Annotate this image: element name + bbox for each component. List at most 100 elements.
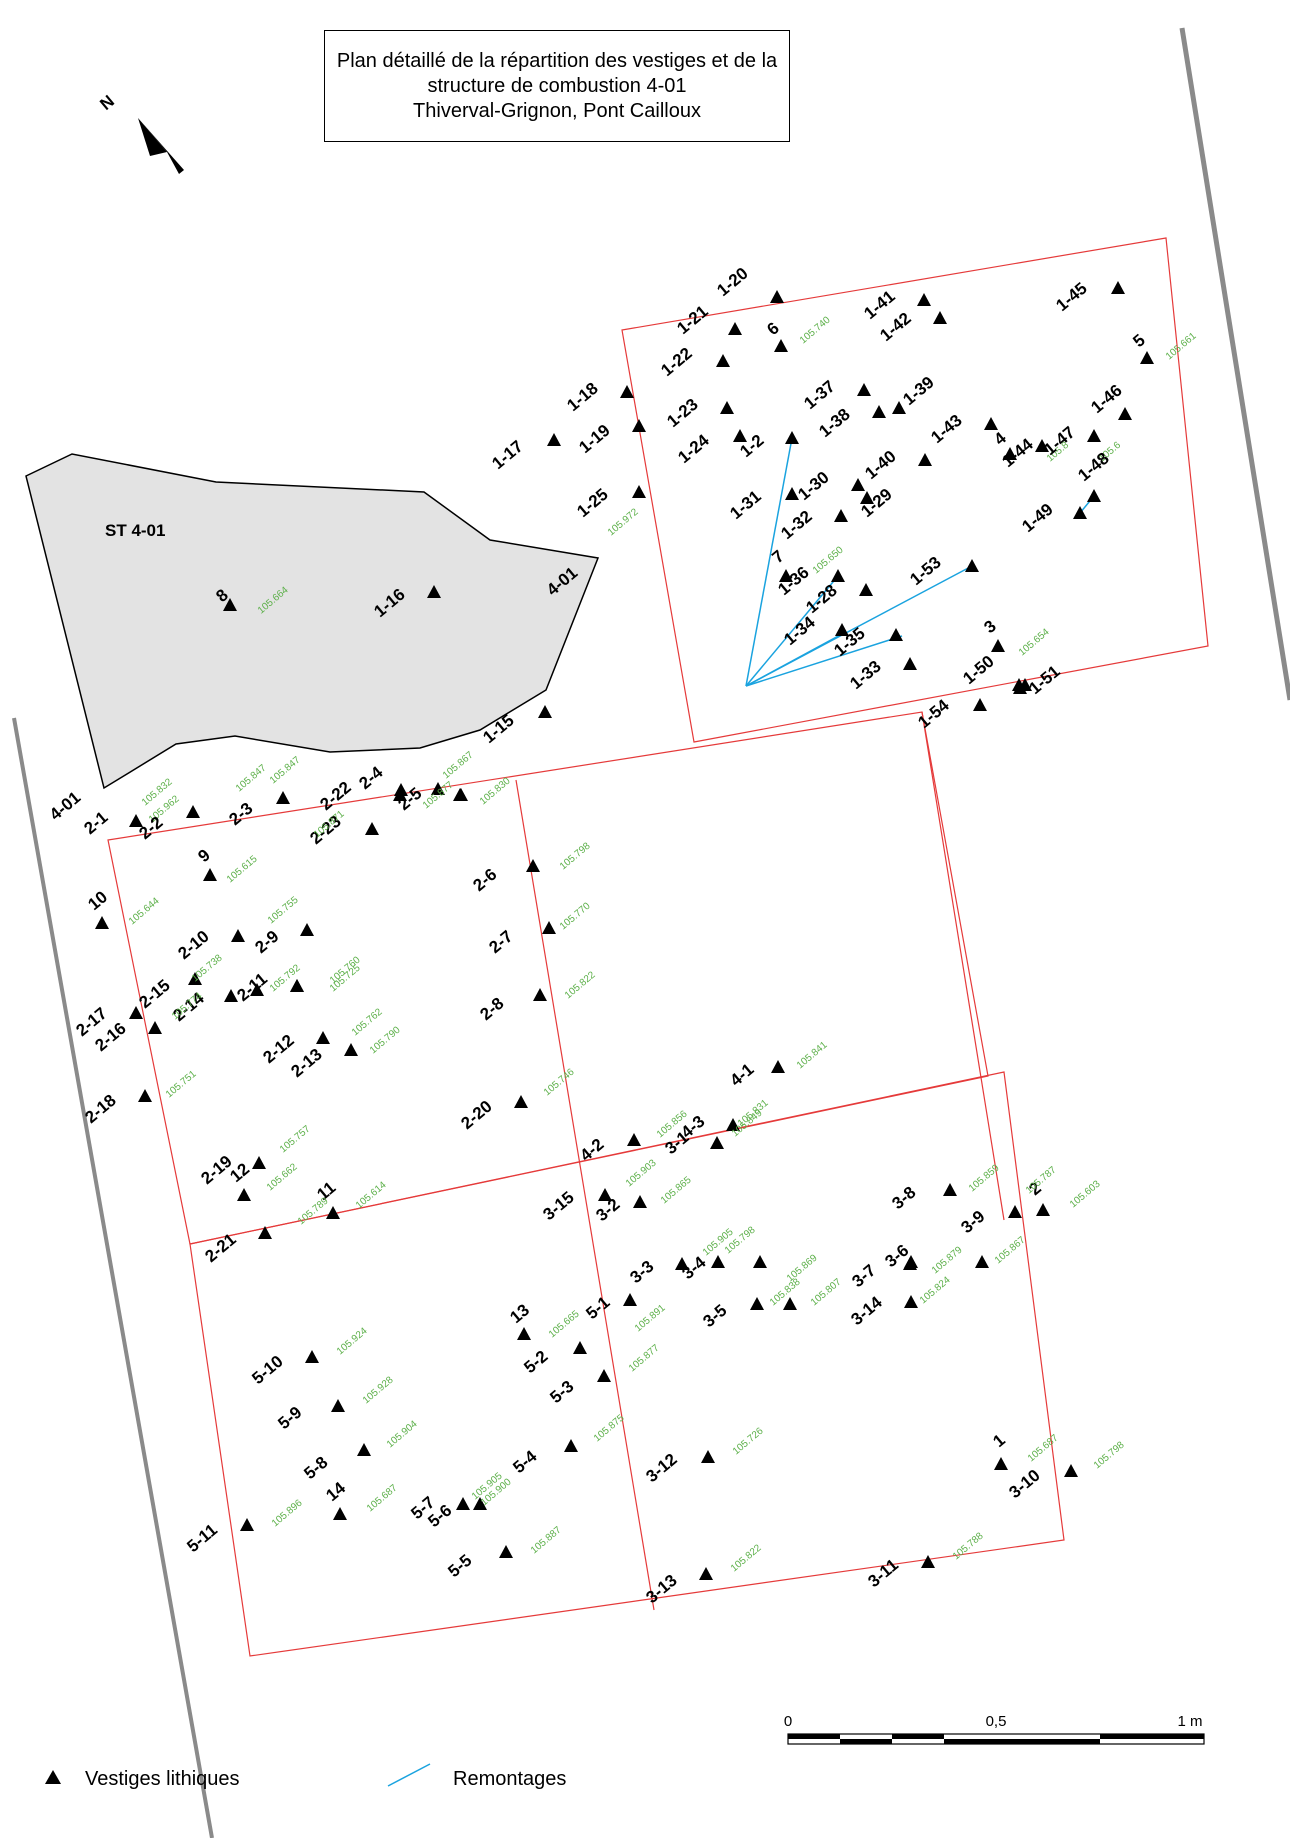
find-label: 1-30 bbox=[794, 468, 832, 504]
find-altitude: 105.650 bbox=[811, 544, 846, 576]
find-label: 1-25 bbox=[573, 485, 611, 521]
find-marker bbox=[526, 859, 540, 872]
find-1-19: 1-19 bbox=[575, 419, 646, 457]
find-marker bbox=[564, 1439, 578, 1452]
find-label: 1-50 bbox=[959, 652, 997, 688]
find-marker bbox=[365, 822, 379, 835]
find-1-47: 1-47 105.6 bbox=[1040, 423, 1123, 465]
find-marker bbox=[851, 478, 865, 491]
find-marker bbox=[300, 923, 314, 936]
find-label: 1-39 bbox=[899, 373, 937, 409]
find-altitude: 105.740 bbox=[798, 314, 833, 346]
find-1-42: 1-42 bbox=[876, 309, 947, 345]
find-marker bbox=[1008, 1205, 1022, 1218]
find-marker bbox=[240, 1518, 254, 1531]
find-label: 1-18 bbox=[563, 379, 601, 415]
find-marker bbox=[148, 1021, 162, 1034]
find-marker bbox=[973, 698, 987, 711]
find-marker bbox=[774, 339, 788, 352]
find-marker bbox=[1018, 678, 1032, 691]
find-label: 5-4 bbox=[509, 1446, 540, 1477]
find-1-24: 1-24 bbox=[674, 429, 747, 467]
find-altitude: 105.928 bbox=[361, 1374, 396, 1406]
find-marker bbox=[632, 485, 646, 498]
find-label: 3-15 bbox=[539, 1188, 577, 1224]
find-marker bbox=[258, 1226, 272, 1239]
find-label: 3-12 bbox=[642, 1450, 680, 1486]
find-marker bbox=[872, 405, 886, 418]
find-marker bbox=[1035, 439, 1049, 452]
find-altitude: 105.867 bbox=[441, 749, 476, 781]
find-label: 4-2 bbox=[576, 1135, 607, 1165]
find-marker bbox=[726, 1118, 740, 1131]
find-label: 2-11 bbox=[233, 969, 271, 1005]
find-marker bbox=[710, 1136, 724, 1149]
find-altitude: 105.807 bbox=[809, 1276, 844, 1308]
find-1-33: 1-33 bbox=[846, 657, 917, 693]
find-marker bbox=[785, 431, 799, 444]
find-1-28: 1-28 bbox=[802, 581, 873, 617]
find-label: 3-10 bbox=[1005, 1466, 1043, 1502]
find-altitude: 105.615 bbox=[225, 853, 260, 885]
find-altitude: 105.665 bbox=[547, 1308, 582, 1340]
find-5-9: 5-9 105.928 bbox=[274, 1374, 396, 1433]
find-1-20: 1-20 bbox=[713, 264, 784, 303]
find-5-10: 5-10 105.924 bbox=[248, 1325, 370, 1388]
find-marker bbox=[892, 401, 906, 414]
find-2-13: 2-13 105.790 bbox=[287, 1024, 403, 1081]
find-label: 4-1 bbox=[726, 1060, 757, 1090]
find-altitude: 105.830 bbox=[478, 775, 513, 807]
find-label: 5-8 bbox=[300, 1453, 331, 1483]
find-2-11c: 105.725 bbox=[290, 962, 363, 994]
find-marker bbox=[627, 1133, 641, 1146]
find-label: 1-37 bbox=[800, 377, 838, 413]
find-marker bbox=[517, 1327, 531, 1340]
find-altitude: 105.822 bbox=[729, 1542, 764, 1574]
find-marker bbox=[750, 1297, 764, 1310]
find-label: 1-35 bbox=[830, 624, 868, 660]
find-marker bbox=[1064, 1464, 1078, 1477]
find-9: 9 105.615 bbox=[194, 845, 260, 885]
find-marker bbox=[473, 1497, 487, 1510]
find-1-45: 1-45 bbox=[1052, 279, 1125, 315]
refit-lines bbox=[745, 437, 1095, 687]
find-1-38: 1-38 bbox=[815, 405, 886, 441]
find-marker bbox=[326, 1206, 340, 1219]
find-altitude: 105.869 bbox=[785, 1252, 820, 1284]
find-5-8: 5-8 105.904 bbox=[300, 1418, 420, 1483]
find-label: 1-32 bbox=[777, 507, 815, 543]
find-altitude: 105.738 bbox=[190, 952, 225, 984]
legend-lithic-icon bbox=[45, 1770, 61, 1784]
find-altitude: 105.875 bbox=[592, 1412, 627, 1444]
find-1-46: 1-46 bbox=[1087, 381, 1132, 420]
find-altitude: 105.687 bbox=[1026, 1432, 1061, 1464]
find-marker bbox=[859, 583, 873, 596]
find-altitude: 105.903 bbox=[624, 1157, 659, 1189]
find-5-1: 5-1 105.891 bbox=[582, 1293, 668, 1335]
find-marker bbox=[456, 1497, 470, 1510]
find-5-3: 5-3 105.877 bbox=[546, 1342, 662, 1407]
find-marker bbox=[834, 509, 848, 522]
find-label: 5-9 bbox=[274, 1403, 305, 1433]
boundary-line-right bbox=[1179, 27, 1290, 701]
find-altitude: 105.847 bbox=[234, 762, 269, 794]
find-1-17: 1-17 bbox=[488, 433, 561, 473]
find-4-1: 4-1 105.841 bbox=[726, 1039, 830, 1090]
find-altitude: 105.924 bbox=[335, 1325, 370, 1357]
find-label: 2-9 bbox=[251, 927, 282, 957]
find-label: 1-24 bbox=[674, 430, 713, 467]
find-marker bbox=[223, 598, 237, 611]
find-marker bbox=[1003, 447, 1017, 460]
find-marker bbox=[129, 1006, 143, 1019]
find-5: 5 105.661 bbox=[1129, 330, 1199, 364]
find-altitude: 105.847 bbox=[268, 754, 303, 786]
find-2-6: 2-6 105.798 bbox=[469, 840, 593, 895]
find-label: 1-46 bbox=[1087, 381, 1125, 417]
find-marker bbox=[918, 453, 932, 466]
find-marker bbox=[344, 1043, 358, 1056]
find-marker bbox=[675, 1257, 689, 1270]
find-5-5: 5-5 105.887 bbox=[444, 1524, 564, 1581]
find-marker bbox=[857, 383, 871, 396]
